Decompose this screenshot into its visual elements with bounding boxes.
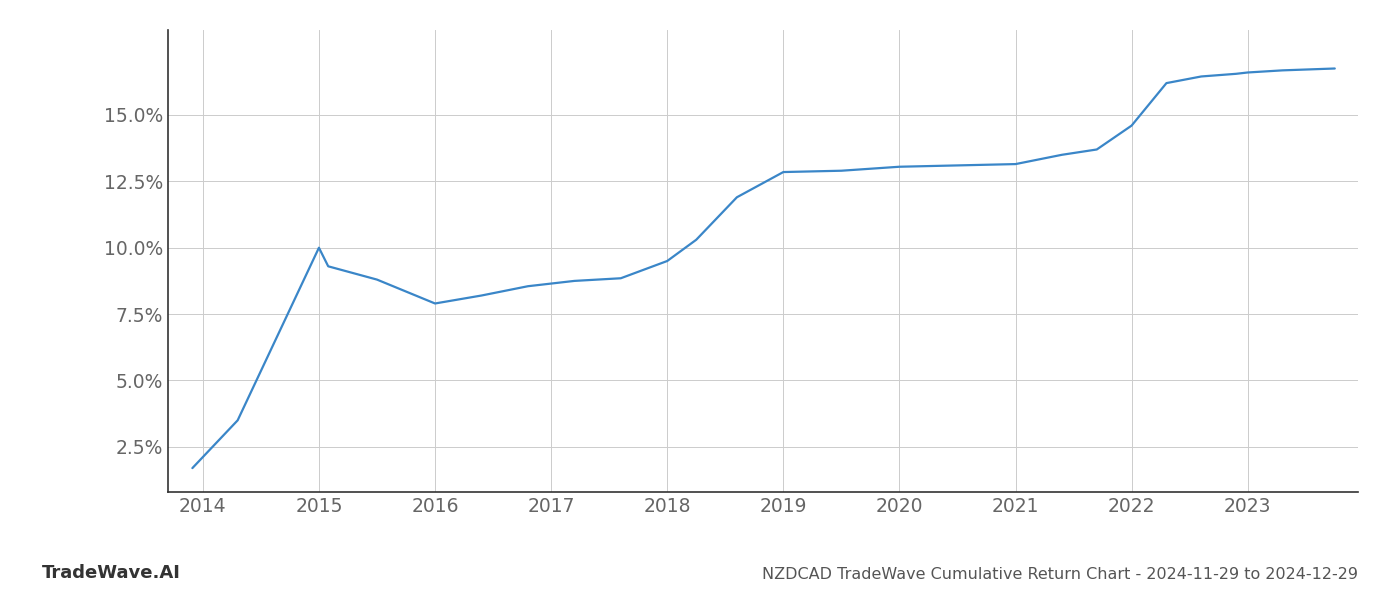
Text: NZDCAD TradeWave Cumulative Return Chart - 2024-11-29 to 2024-12-29: NZDCAD TradeWave Cumulative Return Chart… <box>762 567 1358 582</box>
Text: TradeWave.AI: TradeWave.AI <box>42 564 181 582</box>
